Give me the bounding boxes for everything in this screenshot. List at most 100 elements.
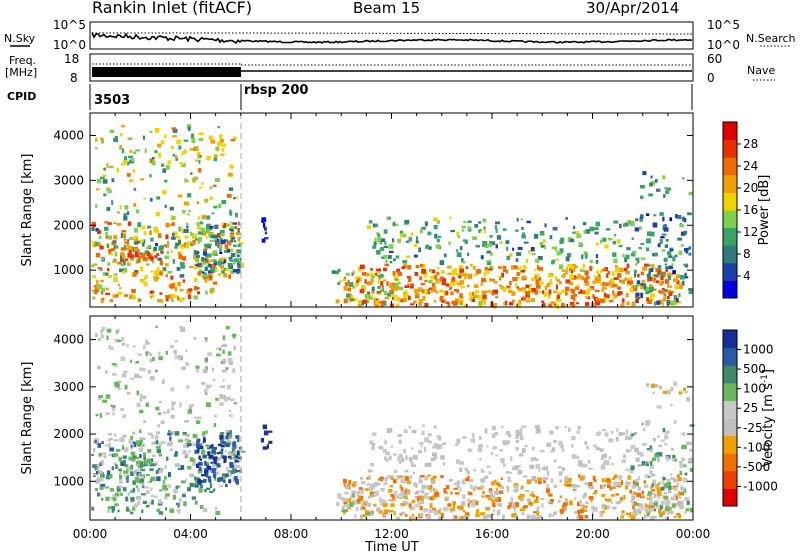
velocity-echo-cell — [101, 326, 106, 331]
power-echo-cell — [179, 162, 184, 165]
power-x-ticks — [89, 113, 694, 307]
power-echo-cell — [403, 297, 408, 302]
velocity-echo-cell — [497, 484, 502, 488]
velocity-echo-cell — [345, 484, 350, 490]
velocity-echo-cell — [137, 353, 142, 356]
power-echo-cell — [412, 300, 417, 304]
power-echo-cell — [647, 299, 652, 304]
velocity-echo-cell — [204, 337, 208, 343]
power-echo-cell — [655, 280, 659, 283]
velocity-echo-cell — [435, 491, 440, 497]
power-echo-cell — [201, 182, 204, 186]
power-echo-cell — [236, 269, 241, 274]
velocity-echo-cell — [111, 466, 115, 471]
velocity-echo-cell — [481, 495, 485, 498]
velocity-echo-cell — [352, 493, 355, 498]
power-echo-cell — [190, 232, 194, 236]
power-echo-cell — [661, 249, 666, 252]
velocity-echo-cell — [419, 513, 424, 517]
velocity-echo-cell — [134, 503, 138, 507]
power-echo-cell — [102, 174, 107, 177]
power-echo-cell — [674, 254, 678, 258]
velocity-echo-cell — [537, 477, 543, 481]
power-echo-cell — [357, 303, 362, 307]
velocity-echo-cell — [139, 409, 144, 414]
velocity-echo-cell — [582, 464, 588, 468]
power-echo-cell — [677, 237, 682, 241]
velocity-echo-cell — [673, 381, 677, 386]
colorbar-segment — [723, 453, 737, 472]
velocity-echo-cell — [533, 511, 537, 514]
velocity-echo-cell — [627, 482, 632, 485]
power-echo-cell — [520, 218, 523, 221]
velocity-echo-cell — [125, 508, 130, 512]
velocity-echo-cell — [122, 434, 127, 438]
power-echo-cell — [198, 137, 203, 141]
power-echo-cell — [653, 277, 657, 283]
velocity-echo-cell — [228, 351, 232, 356]
velocity-echo-cell — [426, 514, 432, 520]
power-echo-cell — [135, 209, 140, 214]
power-echo-cell — [571, 263, 576, 267]
velocity-echo-cell — [439, 508, 442, 511]
velocity-echo-cell — [209, 490, 214, 493]
power-echo-cell — [228, 274, 232, 279]
velocity-echo-cell — [95, 471, 99, 475]
power-echo-cell — [439, 289, 444, 293]
velocity-echo-cell — [198, 466, 202, 471]
power-echo-cell — [559, 264, 564, 270]
power-echo-cell — [613, 284, 618, 287]
power-echo-cell — [386, 281, 389, 287]
power-echo-cell — [459, 270, 462, 275]
velocity-echo-cell — [392, 479, 397, 484]
velocity-echo-cell — [408, 503, 412, 508]
velocity-echo-cell — [400, 490, 405, 496]
power-echo-cell — [157, 233, 162, 238]
velocity-echo-cell — [540, 449, 545, 453]
velocity-echo-cell — [494, 490, 499, 496]
velocity-echo-cell — [203, 389, 208, 393]
power-echo-cell — [204, 266, 208, 272]
noise-left-tick-low: 10^0 — [53, 38, 86, 52]
velocity-echo-cell — [96, 463, 100, 469]
velocity-echo-cell — [677, 513, 681, 519]
velocity-echo-cell — [126, 478, 129, 483]
velocity-echo-cell — [201, 381, 205, 386]
velocity-echo-cell — [130, 500, 133, 503]
velocity-echo-cell — [93, 447, 96, 452]
velocity-echo-cell — [155, 369, 158, 373]
velocity-echo-cell — [398, 475, 403, 479]
velocity-echo-cell — [235, 464, 240, 469]
power-echo-cell — [113, 245, 119, 249]
power-echo-cell — [219, 258, 224, 261]
velocity-echo-cell — [507, 505, 511, 510]
power-echo-cell — [525, 284, 530, 289]
x-tick-label: 08:00 — [274, 527, 309, 541]
power-echo-cell — [116, 211, 120, 214]
velocity-echo-cell — [114, 503, 119, 507]
velocity-echo-cell — [459, 487, 462, 492]
velocity-echo-cell — [388, 509, 393, 513]
power-echo-cell — [230, 226, 235, 229]
power-echo-cell — [220, 239, 226, 245]
colorbar-segment — [723, 418, 737, 437]
power-echo-cell — [127, 221, 132, 226]
velocity-echo-cell — [489, 492, 493, 497]
velocity-echo-cell — [178, 439, 183, 443]
power-echo-cell — [372, 223, 376, 228]
power-echo-cell — [228, 248, 233, 253]
velocity-echo-cell — [537, 505, 540, 509]
power-echo-cell — [599, 239, 603, 244]
velocity-echo-cell — [452, 501, 456, 505]
power-echo-cell — [542, 303, 546, 307]
power-echo-cell — [568, 267, 574, 271]
power-echo-cell — [182, 297, 185, 301]
velocity-echo-cell — [174, 463, 180, 468]
velocity-echo-cell — [378, 445, 384, 450]
power-echo-cell — [371, 289, 375, 294]
velocity-echo-cell — [385, 458, 389, 462]
velocity-echo-cell — [600, 458, 604, 461]
velocity-echo-cell — [150, 463, 155, 467]
velocity-echo-cell — [408, 426, 412, 429]
velocity-echo-cell — [101, 441, 104, 444]
